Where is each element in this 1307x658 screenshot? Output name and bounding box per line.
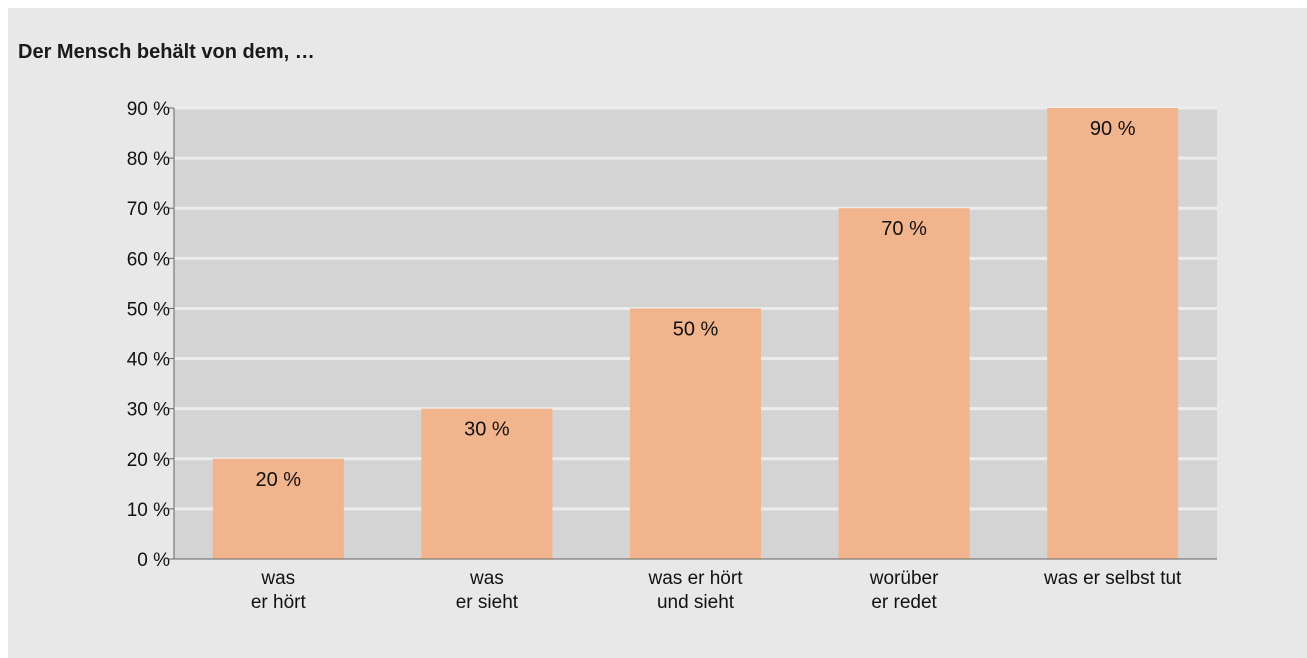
y-tick-label: 70 % [127, 199, 170, 220]
y-tick-label: 40 % [127, 350, 170, 371]
bar [630, 308, 761, 559]
x-category-label: er redet [871, 592, 937, 613]
y-tick-label: 20 % [127, 450, 170, 471]
x-category-label: was [260, 568, 295, 589]
data-label: 70 % [881, 218, 927, 240]
data-label: 30 % [464, 419, 510, 441]
x-category-label: was er selbst tut [1043, 568, 1182, 589]
y-tick-label: 50 % [127, 299, 170, 320]
data-label: 90 % [1090, 118, 1136, 140]
x-category-label: was er hört [648, 568, 744, 589]
x-category-label: worüber [869, 568, 939, 589]
data-label: 20 % [256, 469, 302, 491]
x-category-label: er hört [251, 592, 307, 613]
bar [1047, 108, 1179, 559]
y-tick-label: 90 % [127, 99, 170, 120]
y-tick-label: 30 % [127, 400, 170, 421]
x-category-label: was [469, 568, 504, 589]
bar [212, 458, 344, 559]
y-tick-label: 80 % [127, 149, 170, 170]
y-tick-label: 10 % [127, 500, 170, 521]
y-tick-label: 60 % [127, 249, 170, 270]
bar [838, 208, 970, 559]
x-category-label: und sieht [657, 592, 735, 613]
chart-title: Der Mensch behält von dem, … [18, 41, 315, 63]
x-category-label: er sieht [456, 592, 519, 613]
data-label: 50 % [673, 318, 719, 340]
bar [421, 408, 553, 559]
y-tick-label: 0 % [137, 550, 170, 571]
